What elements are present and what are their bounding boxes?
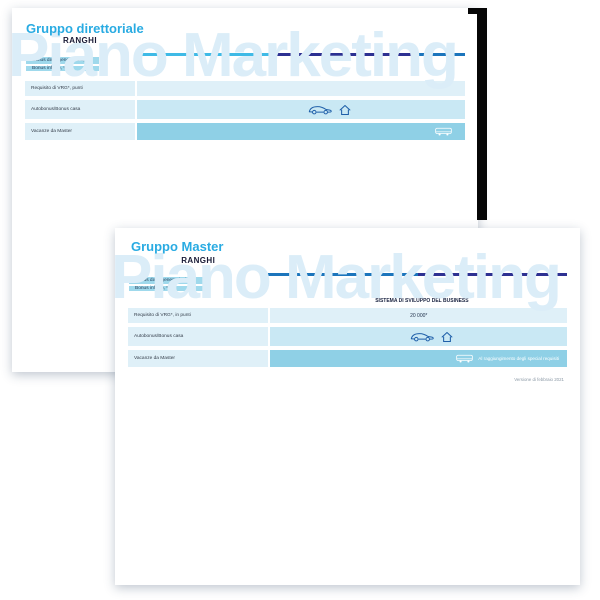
row-label: Vacanze da Master — [25, 123, 135, 141]
bonus-infinito-label: Bonus infinito, %⁸ — [25, 65, 100, 73]
generation-labels: Bonus dalle generazioni, %⁷ Bonus infini… — [128, 276, 212, 293]
bonus-generazioni-label: Bonus dalle generazioni, %⁷ — [128, 276, 212, 286]
row-label: Requisito di VRG*, in punti — [128, 308, 269, 324]
row-value — [137, 100, 465, 120]
autobonus-row: Autobonus/Bonus casa — [128, 327, 567, 347]
bus-icon — [456, 355, 474, 363]
house-icon — [339, 104, 351, 115]
row-value: Al raggiungimento degli special requisit… — [270, 350, 567, 368]
doc1-generation-table — [100, 56, 465, 72]
row-value: 20 000* — [270, 308, 567, 324]
row-value — [137, 123, 465, 141]
requisito-vrg-row: Requisito di VRG*, punti — [25, 81, 465, 97]
page-gruppo-master: Piano Marketing Gruppo Master RANGHI Bon… — [111, 228, 580, 585]
version-label: Versione di febbraio 2021 — [514, 377, 564, 383]
ink-artifact-hook — [468, 8, 482, 14]
row-label: Autobonus/Bonus casa — [25, 100, 135, 120]
doc2-generation-block: Bonus dalle generazioni, %⁷ Bonus infini… — [128, 276, 567, 293]
generation-labels: Bonus dalle generazioni, %⁷ Bonus infini… — [25, 56, 100, 73]
header-underline-bars — [128, 273, 567, 276]
house-icon — [441, 331, 453, 342]
autobonus-row: Autobonus/Bonus casa — [25, 100, 465, 120]
row-label: Requisito di VRG*, punti — [25, 81, 135, 97]
car-icon — [308, 106, 332, 115]
bonus-generazioni-label: Bonus dalle generazioni, %⁷ — [25, 56, 100, 66]
requisito-vrg-row: Requisito di VRG*, in punti 20 000* — [128, 308, 567, 324]
car-icon — [410, 333, 434, 342]
vacanze-text: Al raggiungimento degli special requisit… — [478, 356, 559, 362]
doc2-generation-table — [211, 276, 567, 292]
row-label: Autobonus/Bonus casa — [128, 327, 269, 347]
doc2-title: Gruppo Master — [131, 239, 224, 254]
ranghi-label: RANGHI — [181, 256, 216, 265]
row-value — [137, 81, 465, 97]
doc1-title: Gruppo direttoriale — [26, 21, 144, 36]
header-underline-bars — [25, 53, 465, 56]
row-label: Vacanze da Master — [128, 350, 269, 368]
ink-artifact-line — [477, 8, 487, 220]
doc1-rank-header: RANGHI — [25, 36, 465, 51]
doc2-rank-header: RANGHI — [128, 256, 567, 271]
vacanze-row: Vacanze da Master — [25, 123, 465, 141]
row-value — [270, 327, 567, 347]
doc1-generation-block: Bonus dalle generazioni, %⁷ Bonus infini… — [25, 56, 465, 73]
ranghi-label: RANGHI — [63, 36, 97, 45]
vacanze-row: Vacanze da Master Al raggiungimento degl… — [128, 350, 567, 368]
sistema-sviluppo-title: SISTEMA DI SVILUPPO DEL BUSINESS — [375, 298, 469, 305]
bus-icon — [435, 128, 452, 136]
bonus-infinito-label: Bonus infinito, %⁸ — [128, 285, 212, 293]
